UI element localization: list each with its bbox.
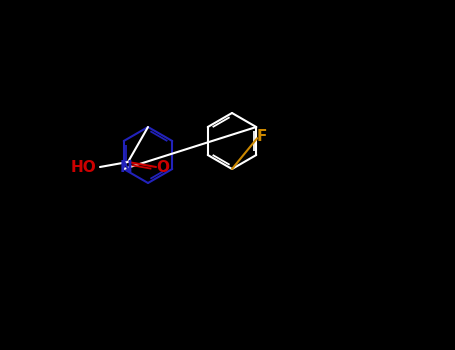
Text: F: F xyxy=(257,129,268,144)
Text: N: N xyxy=(119,160,132,175)
Text: O: O xyxy=(157,161,170,175)
Text: HO: HO xyxy=(71,161,97,175)
